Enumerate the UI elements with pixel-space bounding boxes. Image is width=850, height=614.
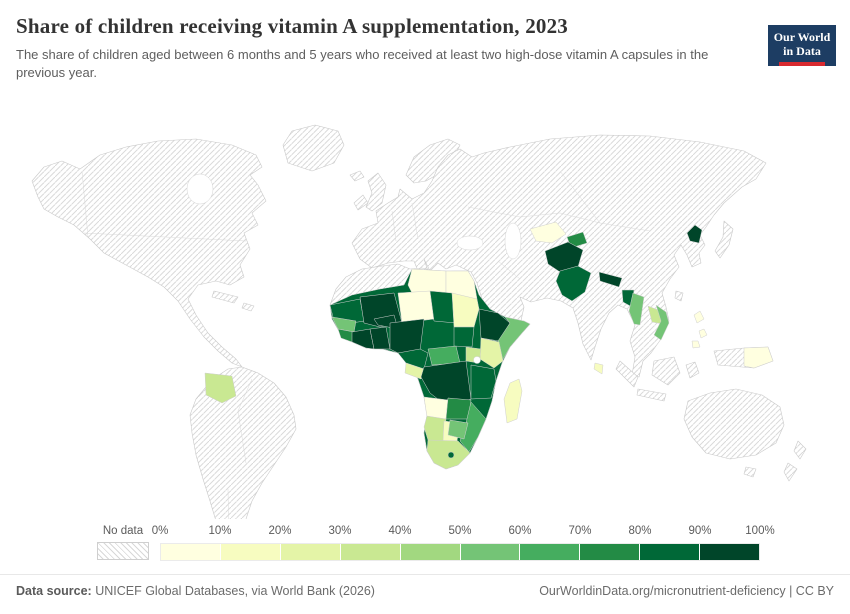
country-zimbabwe[interactable]: [447, 419, 469, 440]
country-philippines[interactable]: [693, 310, 705, 324]
legend-tick-label: 20%: [268, 525, 292, 537]
country-namibia[interactable]: [423, 415, 447, 443]
country-cote-divoire[interactable]: [351, 328, 375, 350]
chart-subtitle: The share of children aged between 6 mon…: [16, 47, 709, 81]
border-russia-kazakhstan-china: [467, 206, 651, 232]
country-angola[interactable]: [423, 396, 449, 420]
country-gabon[interactable]: [404, 362, 425, 380]
landmass-japan[interactable]: [714, 220, 734, 259]
country-philippines-2[interactable]: [698, 328, 708, 339]
legend-tick-label: 60%: [508, 525, 532, 537]
border-alaska-canada: [81, 170, 89, 238]
legend-color-bar: [160, 543, 760, 561]
legend-tick-labels: 0% 10% 20% 30% 40% 50% 60% 70% 80% 90% 100%: [152, 525, 775, 540]
legend-color-segment[interactable]: [340, 544, 401, 560]
border-europe-2: [411, 202, 419, 240]
legend-tick-label: 0%: [151, 525, 169, 537]
country-lesotho[interactable]: [447, 451, 455, 459]
legend-tick-label: 70%: [568, 525, 592, 537]
lake-victoria: [473, 356, 481, 364]
border-brazil-west: [237, 378, 253, 464]
legend-color-segment[interactable]: [580, 544, 641, 560]
country-vietnam[interactable]: [653, 304, 670, 341]
legend-tick-label: 100%: [745, 525, 775, 537]
legend-no-data[interactable]: No data: [97, 525, 149, 560]
legend-tick-label: 30%: [328, 525, 352, 537]
footer-attribution-link[interactable]: OurWorldinData.org/micronutrient-deficie…: [539, 584, 834, 598]
landmass-australia[interactable]: [683, 388, 785, 460]
legend-color-segment[interactable]: [520, 544, 581, 560]
legend-color-segment[interactable]: [460, 544, 521, 560]
country-bolivia[interactable]: [204, 372, 237, 404]
country-uzbekistan[interactable]: [529, 221, 567, 244]
legend-tick-label: 50%: [448, 525, 472, 537]
black-sea: [456, 235, 484, 251]
country-somalia[interactable]: [497, 316, 531, 362]
chart-header: Share of children receiving vitamin A su…: [0, 14, 850, 82]
country-central-african-republic[interactable]: [427, 345, 461, 366]
legend-color-segment[interactable]: [220, 544, 281, 560]
border-europe-1: [391, 210, 397, 242]
legend-color-segment[interactable]: [161, 544, 221, 560]
landmass-new-zealand-north[interactable]: [793, 440, 807, 460]
landmass-taiwan[interactable]: [674, 290, 684, 302]
country-niger[interactable]: [397, 290, 435, 324]
landmass-ireland[interactable]: [353, 194, 369, 211]
world-map: [31, 124, 807, 519]
footer-source: Data source: UNICEF Global Databases, vi…: [16, 584, 375, 598]
landmass-north-america[interactable]: [31, 138, 267, 368]
legend-no-data-label: No data: [102, 525, 144, 537]
landmass-greenland[interactable]: [282, 124, 345, 172]
caspian-sea: [504, 222, 522, 260]
owid-logo-accent-bar: [779, 61, 825, 66]
legend-tick-label: 40%: [388, 525, 412, 537]
owid-logo-line1: Our World: [773, 30, 831, 44]
hudson-bay: [186, 173, 214, 205]
landmass-borneo[interactable]: [651, 356, 681, 386]
border-us-canada: [83, 232, 247, 242]
border-mongolia: [559, 170, 601, 224]
country-cameroon[interactable]: [397, 348, 429, 370]
legend-color-segment[interactable]: [400, 544, 461, 560]
page-title: Share of children receiving vitamin A su…: [16, 14, 568, 38]
landmass-sumatra[interactable]: [615, 360, 639, 388]
legend-tick-label: 90%: [688, 525, 712, 537]
country-south-sudan[interactable]: [453, 326, 475, 348]
country-papua-new-guinea[interactable]: [743, 346, 774, 369]
country-sudan[interactable]: [451, 292, 480, 328]
border-argentina-chile: [227, 488, 229, 519]
footer-source-text: UNICEF Global Databases, via World Bank …: [91, 584, 375, 598]
legend-scale: 0% 10% 20% 30% 40% 50% 60% 70% 80% 90% 100%: [152, 525, 775, 561]
country-north-korea[interactable]: [686, 224, 703, 244]
legend-tick-label: 10%: [208, 525, 232, 537]
country-philippines-3[interactable]: [691, 340, 701, 349]
owid-logo[interactable]: Our World in Data: [768, 25, 836, 66]
legend-color-segment[interactable]: [700, 544, 760, 560]
country-sri-lanka[interactable]: [593, 362, 604, 375]
country-myanmar[interactable]: [628, 292, 645, 326]
country-madagascar[interactable]: [503, 378, 523, 424]
country-pakistan[interactable]: [555, 265, 592, 302]
owid-logo-line2: in Data: [783, 44, 821, 59]
legend-color-segment[interactable]: [280, 544, 341, 560]
legend-tick-label: 80%: [628, 525, 652, 537]
country-tanzania[interactable]: [470, 364, 497, 400]
footer-source-label: Data source:: [16, 584, 92, 598]
landmass-britain[interactable]: [365, 172, 387, 212]
landmass-sulawesi[interactable]: [685, 361, 700, 379]
footer: Data source: UNICEF Global Databases, vi…: [0, 574, 850, 598]
landmass-new-zealand-south[interactable]: [783, 462, 798, 482]
map-legend: No data 0% 10% 20% 30% 40% 50% 60% 70% 80% 90% 100…: [0, 525, 850, 573]
landmass-iceland[interactable]: [349, 170, 365, 182]
legend-no-data-swatch: [97, 542, 149, 560]
country-nigeria[interactable]: [389, 318, 425, 354]
landmass-cuba[interactable]: [211, 290, 239, 304]
country-nepal[interactable]: [598, 271, 623, 288]
country-zambia[interactable]: [445, 397, 472, 420]
landmass-java[interactable]: [636, 388, 667, 402]
landmass-hispaniola[interactable]: [241, 302, 255, 312]
border-iran: [497, 260, 521, 280]
landmass-tasmania[interactable]: [743, 466, 757, 478]
legend-color-segment[interactable]: [640, 544, 701, 560]
